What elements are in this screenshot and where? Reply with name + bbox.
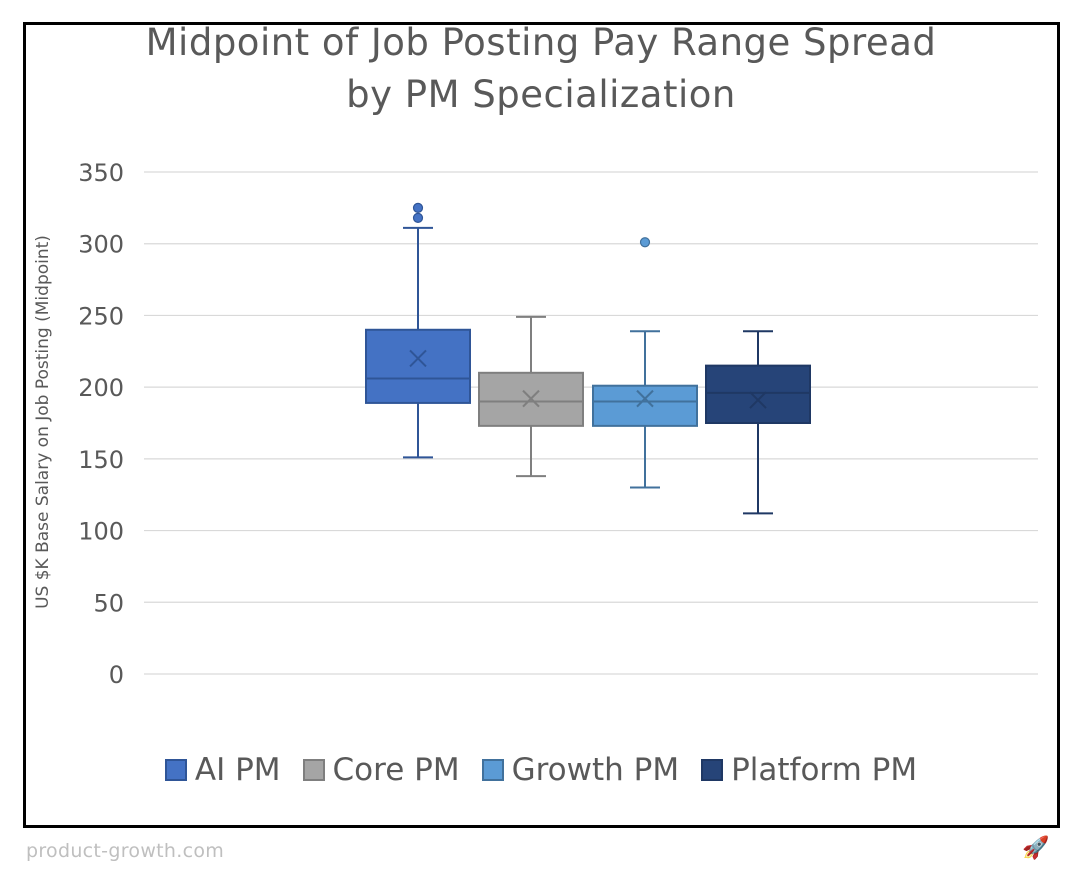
outlier-point (412, 202, 424, 213)
legend: AI PM Core PM Growth PM Platform PM (0, 752, 1082, 788)
y-tick-label: 350 (78, 159, 124, 187)
legend-label: AI PM (194, 752, 281, 788)
legend-item: Core PM (302, 752, 460, 788)
y-tick-labels: 0 50 100 150 200 250 300 350 (78, 159, 124, 689)
y-tick-label: 150 (78, 446, 124, 474)
legend-item: AI PM (164, 752, 281, 788)
y-tick-label: 200 (78, 374, 124, 402)
y-tick-label: 300 (78, 231, 124, 259)
mean-marker (749, 391, 767, 409)
y-tick-label: 50 (93, 589, 124, 617)
boxes (365, 202, 811, 515)
box-growth-pm (592, 237, 698, 489)
box-platform-pm (705, 330, 811, 515)
iqr-box (592, 384, 698, 427)
legend-swatch (164, 759, 187, 781)
legend-item: Growth PM (481, 752, 680, 788)
iqr-box (705, 364, 811, 424)
outlier-point (412, 212, 424, 223)
legend-label: Core PM (332, 752, 460, 788)
y-tick-label: 100 (78, 518, 124, 546)
legend-item: Platform PM (701, 752, 917, 788)
outlier-point (639, 237, 651, 248)
legend-swatch (302, 759, 325, 781)
y-tick-label: 0 (109, 661, 124, 689)
legend-swatch (481, 759, 504, 781)
chart-title-line-1: Midpoint of Job Posting Pay Range Spread (145, 21, 937, 64)
mean-marker (522, 389, 540, 408)
mean-marker (636, 389, 654, 408)
box-ai-pm (365, 202, 471, 459)
iqr-box (365, 328, 471, 404)
legend-label: Growth PM (511, 752, 680, 788)
legend-label: Platform PM (731, 752, 918, 788)
gridlines (144, 171, 1038, 675)
box-core-pm (478, 315, 584, 478)
mean-marker (409, 349, 427, 368)
y-tick-label: 250 (78, 302, 124, 330)
legend-swatch (701, 759, 724, 781)
rocket-icon: 🚀 (1022, 836, 1050, 861)
chart-title-line-2: by PM Specialization (346, 73, 736, 116)
footer-site-text: product-growth.com (26, 840, 225, 862)
